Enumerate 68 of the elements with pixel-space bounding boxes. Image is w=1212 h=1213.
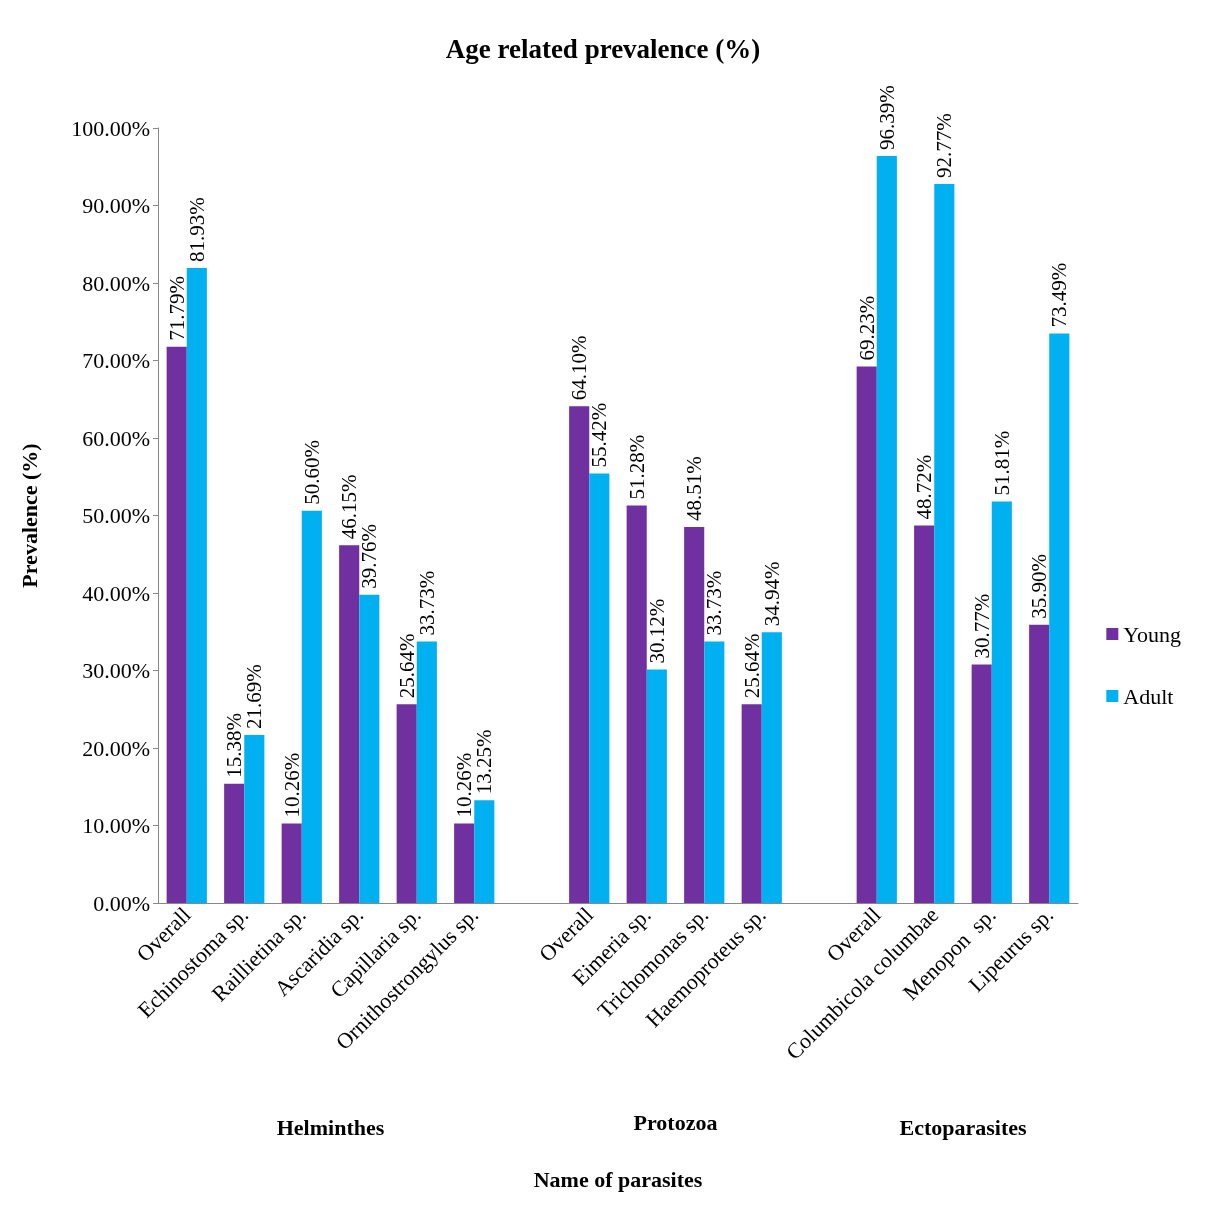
- bar: [1029, 624, 1050, 903]
- bar: [914, 525, 935, 903]
- y-tick-label: 60.00%: [82, 425, 150, 451]
- bar: [684, 527, 705, 903]
- y-tick-label: 30.00%: [82, 658, 150, 683]
- bar: [166, 346, 187, 903]
- data-label: 92.77%: [932, 113, 957, 179]
- data-label: 30.77%: [969, 593, 994, 659]
- bar: [991, 501, 1012, 903]
- data-label: 69.23%: [854, 295, 879, 361]
- data-label: 51.81%: [989, 430, 1014, 496]
- bar: [971, 664, 992, 903]
- bar: [339, 545, 360, 903]
- data-label: 51.28%: [624, 434, 649, 500]
- bar: [396, 704, 417, 903]
- data-label: 34.94%: [759, 561, 784, 627]
- x-axis-title: Name of parasites: [533, 1166, 703, 1192]
- data-label: 71.79%: [164, 275, 189, 341]
- bar: [186, 268, 207, 903]
- bar: [569, 406, 590, 903]
- bar: [934, 184, 955, 903]
- data-label: 25.64%: [739, 633, 764, 699]
- bar: [359, 594, 380, 903]
- bar: [876, 155, 897, 903]
- y-tick-label: 40.00%: [82, 580, 150, 606]
- bar: [856, 366, 877, 903]
- y-tick-label: 20.00%: [82, 735, 150, 761]
- data-label: 96.39%: [874, 85, 899, 150]
- y-tick-label: 10.00%: [82, 813, 150, 838]
- bar: [454, 823, 475, 903]
- text: Ectoparasites: [899, 1114, 1027, 1140]
- data-label: 50.60%: [299, 440, 324, 505]
- data-label: 48.72%: [912, 454, 937, 520]
- text: Helminthes: [276, 1114, 385, 1140]
- data-label: 30.12%: [644, 598, 669, 664]
- bar: [474, 800, 495, 903]
- y-tick-label: 80.00%: [82, 270, 150, 296]
- y-axis-title: Prevalence (%): [16, 443, 42, 588]
- data-label: 73.49%: [1047, 262, 1072, 328]
- data-label: 35.90%: [1027, 554, 1052, 619]
- bar: [1049, 333, 1070, 903]
- data-label: 55.42%: [587, 402, 612, 468]
- data-label: 33.73%: [414, 570, 439, 636]
- y-tick-label: 70.00%: [82, 348, 150, 373]
- y-tick-label: 50.00%: [82, 503, 150, 528]
- legend-label: Adult: [1123, 683, 1174, 709]
- bar: [646, 669, 667, 903]
- bar: [301, 510, 322, 903]
- text: Protozoa: [633, 1109, 718, 1135]
- bar: [761, 632, 782, 903]
- y-tick-label: 100.00%: [71, 115, 150, 141]
- bar: [281, 823, 302, 903]
- legend-label: Young: [1123, 621, 1181, 647]
- bar: [589, 473, 610, 903]
- data-label: 48.51%: [682, 456, 707, 522]
- bar: [741, 704, 762, 903]
- bar: [244, 734, 265, 903]
- data-label: 25.64%: [394, 633, 419, 699]
- bar: [704, 641, 725, 903]
- bar: [626, 505, 647, 903]
- y-tick-label: 90.00%: [82, 193, 150, 218]
- data-label: 64.10%: [567, 335, 592, 401]
- chart-title: Age related prevalence (%): [445, 33, 761, 64]
- bar: [416, 641, 437, 903]
- bar: [224, 783, 245, 903]
- data-label: 33.73%: [702, 570, 727, 636]
- data-label: 10.26%: [279, 752, 304, 818]
- data-label: 81.93%: [184, 197, 209, 263]
